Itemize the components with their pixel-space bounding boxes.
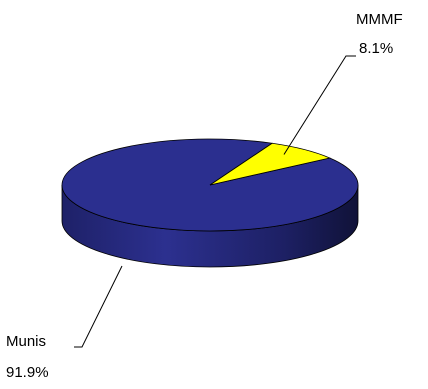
mmmf-label: MMMF <box>356 11 403 28</box>
leader-line-munis <box>74 265 123 348</box>
munis-label: Munis <box>6 333 47 350</box>
leader-line-mmmf <box>283 55 356 155</box>
mmmf-percent-label: 8.1% <box>359 40 394 57</box>
pie-slice-mmmf <box>209 142 332 186</box>
munis-percent-label: 91.9% <box>6 364 49 381</box>
